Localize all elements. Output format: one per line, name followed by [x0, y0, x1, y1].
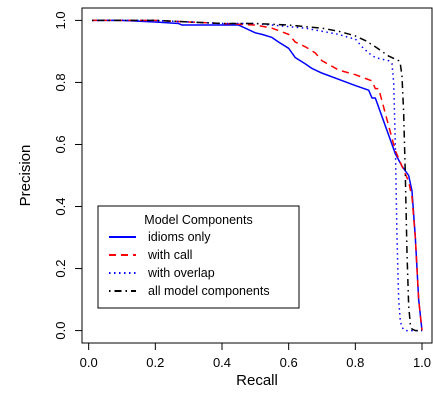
plot-area	[81, 7, 433, 344]
legend-entries: idioms only with call with overlap all mode…	[109, 230, 270, 298]
series-line-with-overlap	[92, 19, 422, 332]
y-tick-label: 0.2	[53, 260, 68, 278]
x-tick-label: 0.2	[146, 355, 164, 370]
series-layer	[92, 19, 423, 332]
x-tick-label: 1.0	[413, 355, 431, 370]
legend-label: with call	[147, 248, 192, 262]
y-axis-title: Precision	[17, 145, 34, 207]
legend-label: idioms only	[148, 230, 211, 244]
x-tick-label: 0.6	[280, 355, 298, 370]
series-line-all-model-components	[92, 19, 422, 332]
x-axis-title: Recall	[236, 372, 278, 389]
plot-frame	[81, 7, 433, 344]
x-tick-label: 0.8	[346, 355, 364, 370]
y-tick-label: 0.8	[53, 73, 68, 91]
legend-label: with overlap	[147, 266, 215, 280]
legend: Model Components idioms only with call wit…	[97, 205, 300, 309]
y-tick-label: 0.4	[53, 197, 68, 215]
y-tick-label: 0.0	[53, 322, 68, 340]
x-tick-label: 0.0	[80, 355, 98, 370]
axes-layer: 0.0 0.2 0.4 0.6 0.8 1.0 0.0 0.2 0.4 0.6 0.8 1.0	[53, 11, 431, 370]
y-tick-label: 1.0	[53, 11, 68, 29]
legend-title: Model Components	[144, 213, 252, 227]
y-tick-label: 0.6	[53, 135, 68, 153]
legend-label: all model components	[148, 284, 270, 298]
x-tick-label: 0.4	[213, 355, 231, 370]
